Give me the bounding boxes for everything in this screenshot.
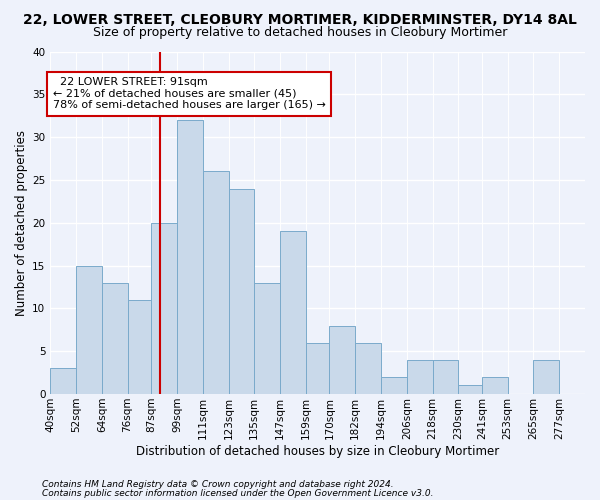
Bar [76,266,102,394]
Bar [381,377,407,394]
Bar [482,377,508,394]
Bar [203,172,229,394]
Bar [177,120,203,394]
Text: 22, LOWER STREET, CLEOBURY MORTIMER, KIDDERMINSTER, DY14 8AL: 22, LOWER STREET, CLEOBURY MORTIMER, KID… [23,12,577,26]
Bar [50,368,76,394]
Text: 22 LOWER STREET: 91sqm
← 21% of detached houses are smaller (45)
78% of semi-det: 22 LOWER STREET: 91sqm ← 21% of detached… [53,77,326,110]
Bar [128,300,151,394]
Text: Contains HM Land Registry data © Crown copyright and database right 2024.: Contains HM Land Registry data © Crown c… [42,480,394,489]
Bar [102,282,128,394]
Bar [254,282,280,394]
Bar [329,326,355,394]
Bar [533,360,559,394]
Y-axis label: Number of detached properties: Number of detached properties [15,130,28,316]
Bar [306,342,329,394]
X-axis label: Distribution of detached houses by size in Cleobury Mortimer: Distribution of detached houses by size … [136,444,499,458]
Bar [458,386,482,394]
Bar [433,360,458,394]
Text: Contains public sector information licensed under the Open Government Licence v3: Contains public sector information licen… [42,489,433,498]
Bar [280,232,306,394]
Bar [407,360,433,394]
Bar [151,223,177,394]
Bar [229,188,254,394]
Bar [355,342,381,394]
Text: Size of property relative to detached houses in Cleobury Mortimer: Size of property relative to detached ho… [93,26,507,39]
